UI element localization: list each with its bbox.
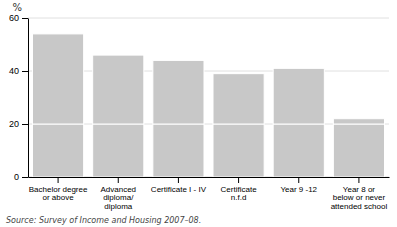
x-tick-mark (118, 177, 119, 183)
x-tick-label: Certificate I - IV (151, 185, 207, 194)
x-tick-label: Bachelor degreeor above (29, 185, 88, 203)
y-tick-label: 60 (9, 13, 19, 23)
x-tick-label: Advanceddiploma/diploma (100, 185, 136, 212)
bar (273, 68, 324, 124)
y-tick-mark (22, 124, 28, 125)
x-tick-label-line: Certificate I - IV (151, 185, 207, 194)
x-tick-label-line: attended school (331, 202, 388, 211)
y-tick: 60 (9, 13, 28, 23)
bar (93, 124, 144, 177)
x-tick-label-line: Bachelor degree (29, 185, 88, 194)
x-tick: Advanceddiploma/diploma (100, 177, 136, 211)
bar (33, 124, 84, 177)
bar (273, 124, 324, 177)
x-tick-mark (178, 177, 179, 183)
x-tick: Certificaten.f.d (221, 177, 258, 202)
source-note: Source: Survey of Income and Housing 200… (6, 216, 201, 225)
x-tick-label-line: below or never (333, 193, 386, 202)
bar (153, 60, 204, 124)
y-tick: 0 (14, 172, 28, 182)
y-tick-label: 0 (14, 172, 19, 182)
x-tick: Certificate I - IV (151, 177, 207, 194)
bar (93, 55, 144, 124)
x-tick-mark (238, 177, 239, 183)
bar (153, 124, 204, 177)
x-tick-label-line: n.f.d (231, 193, 247, 202)
bar (213, 124, 264, 177)
grid-line (28, 18, 389, 19)
x-tick: Bachelor degreeor above (29, 177, 88, 202)
y-axis-line (28, 19, 29, 178)
x-axis-line (29, 177, 390, 178)
x-tick-label-line: Certificate (221, 185, 258, 194)
y-tick: 40 (9, 66, 28, 76)
bars (33, 34, 385, 177)
x-tick-label: Year 9 -12 (280, 185, 317, 194)
grid (28, 18, 389, 177)
x-tick-label-line: Advanced (100, 185, 136, 194)
y-tick-mark (22, 71, 28, 72)
y-axis-title: % (12, 2, 22, 13)
y-tick-mark (22, 18, 28, 19)
x-axis: Bachelor degreeor above Advanceddiploma/d… (29, 177, 390, 211)
bar (333, 119, 384, 124)
y-tick: 20 (9, 119, 28, 129)
x-tick-mark (298, 177, 299, 183)
bar (333, 124, 384, 177)
plot: 0204060Bachelor degreeor aboveAdvanceddi… (9, 13, 390, 211)
y-tick-label: 20 (9, 119, 19, 129)
x-tick-label-line: diploma/ (103, 193, 134, 202)
x-tick-label-line: diploma (104, 202, 133, 211)
x-tick: Year 8 orbelow or neverattended school (331, 177, 388, 211)
x-tick-label-line: Year 8 or (343, 185, 376, 194)
series (33, 34, 385, 124)
x-tick-mark (358, 177, 359, 183)
series (33, 124, 385, 177)
y-tick-mark (22, 177, 28, 178)
x-tick-label: Year 8 orbelow or neverattended school (331, 185, 388, 212)
x-tick: Year 9 -12 (280, 177, 317, 194)
x-tick-label: Certificaten.f.d (221, 185, 258, 203)
bar (213, 74, 264, 124)
x-tick-label-line: or above (43, 193, 75, 202)
y-axis: 0 20 40 60 (9, 13, 29, 182)
chart: 0204060Bachelor degreeor aboveAdvanceddi… (0, 0, 397, 227)
bar (33, 34, 84, 124)
x-tick-mark (58, 177, 59, 183)
y-tick-label: 40 (9, 66, 19, 76)
x-tick-label-line: Year 9 -12 (280, 185, 317, 194)
